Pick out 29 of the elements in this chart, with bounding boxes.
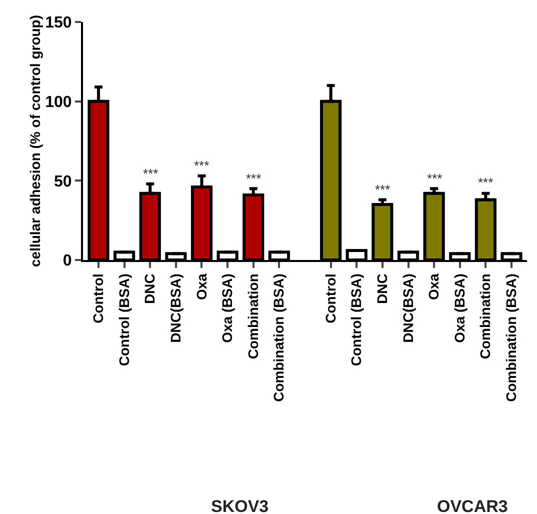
x-tick-label: Combination (BSA) xyxy=(503,274,520,402)
text: SKOV3 xyxy=(211,497,269,514)
text: OVCAR3 xyxy=(437,497,508,514)
x-tick-label: Control xyxy=(90,274,106,324)
x-tick-label: Oxa (BSA) xyxy=(451,274,468,343)
x-tick-label: Control (BSA) xyxy=(348,274,364,366)
x-tick-label: Oxa xyxy=(193,273,210,300)
data-label: *** xyxy=(375,182,390,197)
x-tick-label: Oxa (BSA) xyxy=(219,274,236,343)
x-tick-label: Oxa xyxy=(426,273,442,300)
y-axis-title: cellular adhesion (% of control group) xyxy=(27,14,44,268)
y-tick-label: 100 xyxy=(45,94,72,111)
x-tick-label: Combination xyxy=(477,274,494,360)
data-label: *** xyxy=(246,171,262,186)
x-tick-label: DNC xyxy=(142,274,158,304)
data-label: *** xyxy=(478,175,494,190)
x-tick-label: Combination xyxy=(244,274,261,360)
y-tick-label: 150 xyxy=(45,14,72,32)
y-tick-label: 0 xyxy=(62,252,72,270)
x-tick-label: Combination (BSA) xyxy=(270,274,287,402)
data-label: *** xyxy=(194,158,210,173)
y-tick-label: 50 xyxy=(54,173,72,190)
data-label: *** xyxy=(427,171,442,186)
data-label: *** xyxy=(143,166,158,181)
x-tick-label: Control xyxy=(322,274,338,324)
x-tick-label: Control (BSA) xyxy=(116,274,132,366)
x-tick-label: DNC(BSA) xyxy=(400,274,416,343)
x-tick-label: DNC(BSA) xyxy=(167,274,184,343)
x-tick-label: DNC xyxy=(374,274,390,304)
